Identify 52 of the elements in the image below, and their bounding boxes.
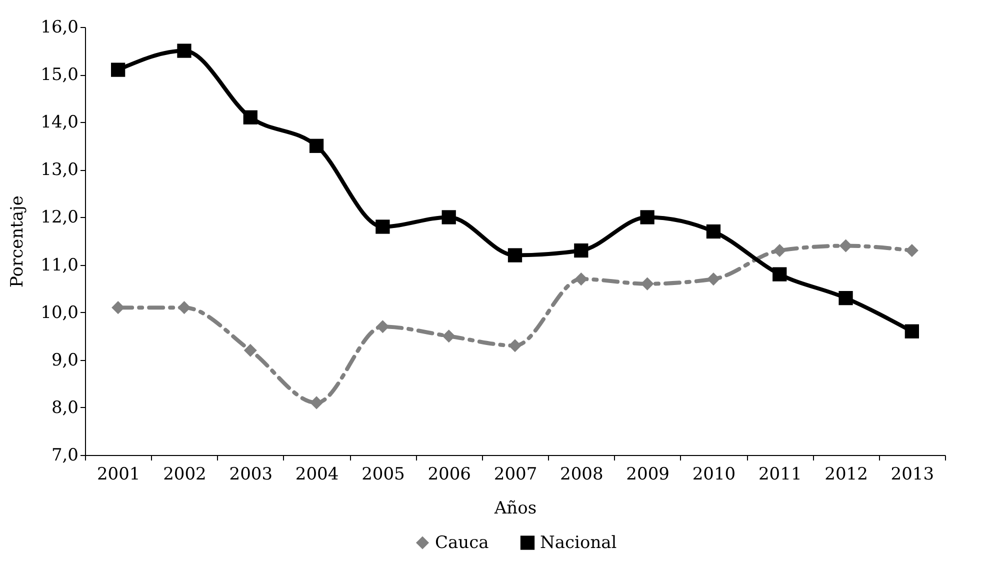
point	[772, 267, 787, 282]
y-tick-label: 8,0	[51, 398, 78, 418]
x-tick-label: 2011	[758, 464, 802, 484]
x-axis-title: Años	[493, 498, 537, 518]
y-tick-label: 15,0	[40, 65, 78, 86]
point	[773, 244, 786, 258]
point	[706, 272, 720, 286]
y-tick-label: 7,0	[51, 446, 78, 466]
x-tick-label: 2006	[428, 464, 471, 484]
legend-label: Cauca	[435, 532, 489, 553]
x-tick-label: 2009	[626, 464, 670, 484]
y-tick-label: 12,0	[40, 208, 78, 228]
x-tick-label: 2005	[362, 464, 405, 484]
y-tick-label: 16,0	[40, 18, 78, 38]
point	[838, 290, 853, 306]
x-tick-label: 2001	[96, 464, 140, 484]
x-tick-label: 2012	[824, 464, 868, 484]
point	[244, 344, 257, 357]
point	[178, 301, 191, 314]
x-tick-label: 2007	[494, 464, 538, 484]
y-tick-label: 10,0	[40, 302, 78, 323]
x-tick-label: 2010	[692, 464, 736, 484]
y-tick-label: 13,0	[40, 160, 78, 180]
point	[574, 272, 588, 286]
y-tick-label: 9,0	[51, 350, 78, 370]
point	[112, 301, 125, 314]
point	[574, 243, 588, 258]
point	[111, 62, 126, 77]
point	[442, 210, 456, 224]
point	[839, 239, 852, 252]
point	[640, 277, 654, 290]
x-tick-label: 2002	[163, 464, 206, 484]
point	[640, 210, 654, 224]
point	[905, 244, 918, 258]
point	[310, 396, 324, 410]
legend-label: Nacional	[540, 532, 617, 553]
point	[508, 248, 522, 262]
y-tick-label: 14,0	[40, 112, 78, 133]
x-tick-label: 2013	[890, 464, 934, 484]
y-axis-title: Porcentaje	[8, 196, 28, 288]
x-tick-label: 2003	[229, 464, 273, 484]
point	[309, 138, 324, 153]
point	[243, 110, 258, 124]
point	[376, 220, 390, 234]
x-tick-label: 2008	[560, 464, 604, 484]
y-tick-label: 11,0	[40, 255, 78, 276]
point	[442, 330, 456, 343]
point	[904, 324, 919, 338]
x-tick-label: 2004	[295, 464, 339, 484]
point	[376, 320, 390, 334]
point	[706, 224, 721, 239]
point	[177, 44, 192, 58]
